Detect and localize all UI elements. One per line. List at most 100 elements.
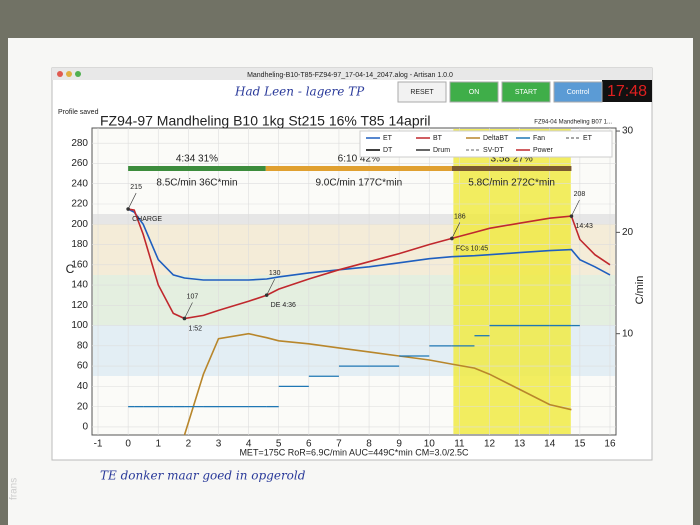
event-value: 130 xyxy=(269,270,281,277)
y-tick-label: 80 xyxy=(77,340,89,351)
x-tick-label: 12 xyxy=(484,439,496,450)
event-value: 107 xyxy=(187,293,199,300)
x-tick-label: 16 xyxy=(604,439,616,450)
y-tick-label: 160 xyxy=(71,259,88,270)
x-tick-label: 3 xyxy=(216,439,222,450)
y-tick-label: 60 xyxy=(77,361,89,372)
button[interactable] xyxy=(449,81,499,103)
y2-axis-label: C/min xyxy=(634,276,646,305)
highlight-region xyxy=(453,129,571,434)
phase-bar xyxy=(451,166,572,171)
event-label: CHARGE xyxy=(132,216,162,223)
y-tick-label: 100 xyxy=(71,320,88,331)
close-dot xyxy=(57,71,63,77)
event-value: 186 xyxy=(454,213,466,220)
legend-label: BT xyxy=(433,135,443,142)
title-bar xyxy=(52,68,652,80)
x-tick-label: 11 xyxy=(454,439,465,450)
phase-bar xyxy=(128,166,266,171)
watermark: frans xyxy=(9,478,20,500)
legend-label: SV-DT xyxy=(483,147,504,154)
y-tick-label: 280 xyxy=(71,138,88,149)
x-tick-label: 10 xyxy=(424,439,436,450)
chart-subtitle: FZ94-04 Mandheling B07 1... xyxy=(534,120,612,126)
y-tick-label: 120 xyxy=(71,300,88,311)
phase-rate: 5.8C/min 272C*min xyxy=(468,178,555,189)
phase-label: 6:10 42% xyxy=(338,154,380,165)
button-label[interactable]: ON xyxy=(469,89,480,96)
min-dot xyxy=(66,71,72,77)
y-tick-label: 240 xyxy=(71,178,88,189)
event-value: 208 xyxy=(574,191,586,198)
y-tick-label: 0 xyxy=(82,422,88,433)
band xyxy=(93,214,615,224)
y-tick-label: 40 xyxy=(77,381,89,392)
event-connector xyxy=(184,302,193,319)
x-tick-label: 14 xyxy=(544,439,556,450)
y-axis-label: C xyxy=(66,262,75,276)
x-tick-label: 4 xyxy=(246,439,252,450)
legend-box xyxy=(359,130,613,158)
y-tick-label: 180 xyxy=(71,239,88,250)
x-tick-label: 8 xyxy=(366,439,372,450)
event-marker xyxy=(182,316,187,321)
series-line xyxy=(127,208,611,320)
x-tick-label: 5 xyxy=(276,439,282,450)
phase-label: 4:34 31% xyxy=(176,154,218,165)
chart-title: FZ94-97 Mandheling B10 1kg St215 16% T85… xyxy=(100,113,431,129)
clock-bg xyxy=(602,80,652,102)
series-line xyxy=(183,332,572,436)
y2-tick-label: 10 xyxy=(622,328,634,339)
legend-label: DT xyxy=(383,147,393,154)
event-label: 1:52 xyxy=(188,325,202,332)
max-dot xyxy=(75,71,81,77)
phase-label: 3:58 27% xyxy=(491,154,533,165)
legend-label: DeltaBT xyxy=(483,135,509,142)
button[interactable] xyxy=(553,81,603,103)
button-label[interactable]: START xyxy=(515,89,538,96)
x-tick-label: 13 xyxy=(514,439,526,450)
legend-label: ET xyxy=(583,135,593,142)
phase-rate: 9.0C/min 177C*min xyxy=(315,178,402,189)
phase-bar xyxy=(265,166,452,171)
y-tick-label: 220 xyxy=(71,199,88,210)
y-tick-label: 20 xyxy=(77,401,89,412)
x-tick-label: 9 xyxy=(396,439,402,450)
x-tick-label: 2 xyxy=(186,439,192,450)
y-tick-label: 200 xyxy=(71,219,88,230)
x-tick-label: 1 xyxy=(155,439,161,450)
x-tick-label: 15 xyxy=(574,439,586,450)
legend-label: ET xyxy=(383,135,393,142)
x-tick-label: 7 xyxy=(336,439,342,450)
button-label[interactable]: Control xyxy=(567,89,590,96)
clock: 17:48 xyxy=(607,83,647,100)
event-connector xyxy=(266,279,275,296)
handwritten-note: TE donker maar goed in opgerold xyxy=(100,469,306,483)
button-label[interactable]: RESET xyxy=(410,89,434,96)
legend-label: Drum xyxy=(433,147,450,154)
button[interactable] xyxy=(397,81,447,103)
event-connector xyxy=(571,200,580,217)
phase-rate: 8.5C/min 36C*min xyxy=(156,178,237,189)
event-label: FCs 10:45 xyxy=(456,245,488,252)
x-tick-label: 6 xyxy=(306,439,312,450)
event-label: DE 4:36 xyxy=(271,302,296,309)
legend-label: Power xyxy=(533,147,554,154)
legend-label: Fan xyxy=(533,135,545,142)
handwritten-note: Had Leen - lagere TP xyxy=(234,85,365,99)
y2-tick-label: 20 xyxy=(622,227,634,238)
status: Profile saved xyxy=(58,109,99,116)
event-value: 215 xyxy=(130,184,142,191)
y2-tick-label: 30 xyxy=(622,126,634,137)
footer: MET=175C RoR=6.9C/min AUC=449C*min CM=3.… xyxy=(239,447,469,457)
x-tick-label: -1 xyxy=(94,439,103,450)
y-tick-label: 140 xyxy=(71,280,88,291)
window-title: Mandheling-B10-T85-FZ94-97_17-04-14_2047… xyxy=(247,72,453,79)
event-connector xyxy=(451,222,461,239)
button[interactable] xyxy=(501,81,551,103)
x-tick-label: 0 xyxy=(125,439,131,450)
y-tick-label: 260 xyxy=(71,158,88,169)
event-label: 14:43 xyxy=(575,223,593,230)
